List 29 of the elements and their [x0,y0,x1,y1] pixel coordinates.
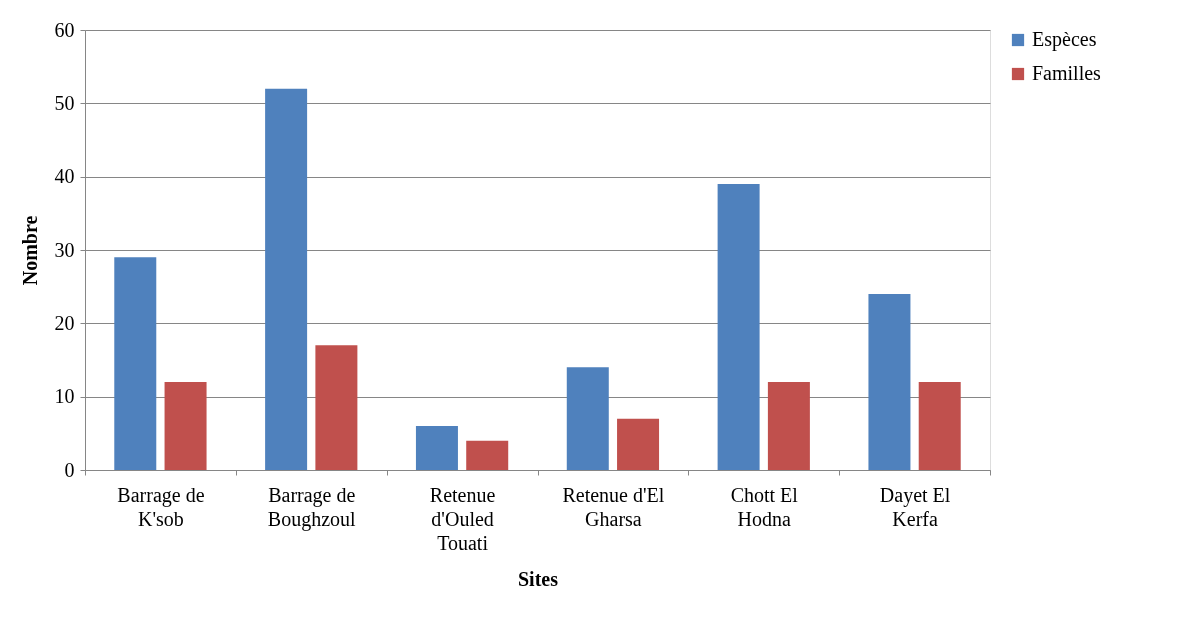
bar [617,418,660,470]
y-tick-label: 40 [54,165,75,188]
x-axis-title: Sites [518,567,559,590]
bar [265,88,308,470]
x-tick-label: Retenue d'Ouled Touati [429,483,496,554]
bar [868,294,911,470]
legend-label: Familles [1032,62,1102,84]
y-tick-label: 0 [64,458,75,481]
bar [164,382,207,470]
bar [717,184,760,470]
y-tick-label: 20 [54,311,75,334]
bar [466,440,509,470]
y-tick-label: 30 [54,238,75,261]
x-tick-label: Retenue d'El Gharsa [562,483,665,530]
x-tick-label: Chott El Hodna [730,483,799,530]
x-tick-label: Dayet El Kerfa [879,483,951,530]
bar [566,367,609,470]
x-tick-label: Barrage de K'sob [117,483,205,530]
y-tick-label: 50 [54,91,75,114]
bar [315,345,358,470]
bar [415,426,458,470]
y-axis-title: Nombre [18,215,41,286]
y-tick-label: 10 [54,385,75,408]
bar [918,382,961,470]
bar [114,257,157,470]
y-tick-label: 60 [54,18,75,41]
legend-label: Espèces [1032,28,1097,51]
bar [767,382,810,470]
x-tick-label: Barrage de Boughzoul [267,483,357,531]
